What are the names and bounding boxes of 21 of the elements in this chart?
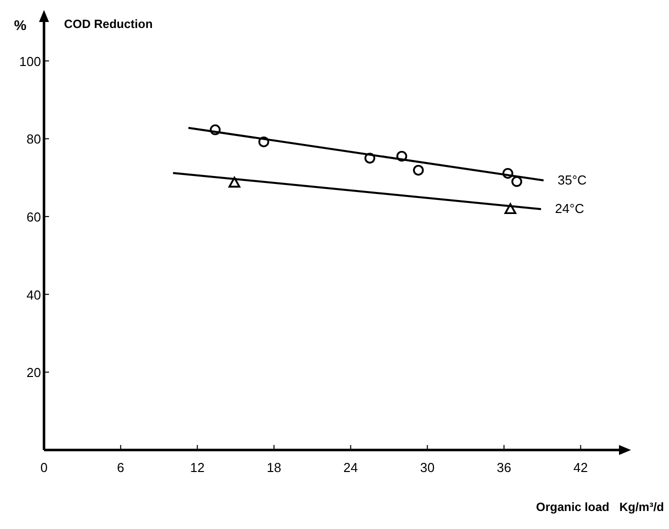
y-axis-title: COD Reduction bbox=[64, 17, 153, 31]
x-axis-title: Organic load Kg/m³/d bbox=[536, 500, 664, 514]
x-tick-label: 12 bbox=[190, 460, 205, 475]
y-tick-label: 100 bbox=[19, 54, 41, 69]
x-tick-label: 36 bbox=[496, 460, 512, 475]
series-label: 35°C bbox=[558, 172, 587, 188]
x-tick-label: 6 bbox=[117, 460, 124, 475]
y-tick-label: 60 bbox=[26, 210, 41, 225]
point bbox=[412, 164, 424, 176]
x-tick-label: 18 bbox=[266, 460, 282, 475]
text: % bbox=[14, 17, 27, 33]
x-tick-label: 24 bbox=[343, 460, 358, 475]
x-tick-label: 30 bbox=[420, 460, 435, 475]
y-tick-label: 20 bbox=[26, 365, 41, 380]
point bbox=[511, 176, 522, 187]
x-tick-label: 42 bbox=[573, 460, 588, 475]
x-tick-label: 0 bbox=[40, 460, 48, 475]
point bbox=[228, 176, 240, 188]
y-tick-label: 40 bbox=[26, 287, 41, 302]
y-tick-label: 80 bbox=[26, 132, 41, 147]
series-label: 24°C bbox=[555, 201, 584, 216]
